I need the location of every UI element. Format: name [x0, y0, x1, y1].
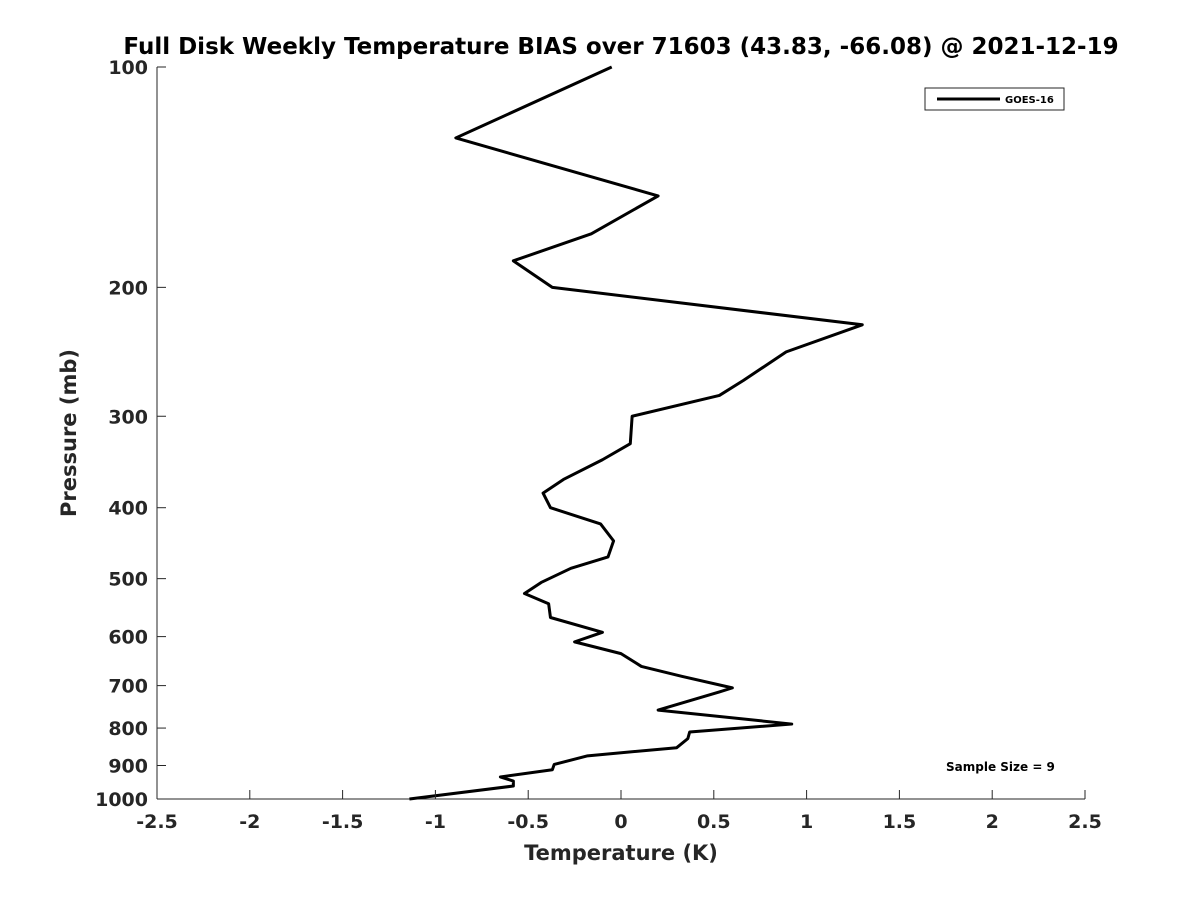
x-axis-label: Temperature (K): [524, 841, 718, 865]
x-tick-label: 1: [800, 811, 813, 833]
y-tick-label: 500: [108, 569, 148, 591]
x-tick-label: -2: [239, 811, 260, 833]
x-tick-label: -1: [425, 811, 446, 833]
x-tick-label: 0.5: [697, 811, 731, 833]
x-tick-label: -1.5: [322, 811, 364, 833]
y-tick-label: 900: [108, 756, 148, 778]
plot-area: [156, 65, 1085, 801]
y-tick-label: 600: [108, 627, 148, 649]
y-tick-label: 300: [108, 406, 148, 428]
x-tick-label: -2.5: [136, 811, 178, 833]
y-tick-label: 1000: [95, 789, 148, 811]
y-axis-ticks: 100 200 300 400 500 600 700 800 900 1000: [95, 57, 166, 811]
y-tick-label: 700: [108, 676, 148, 698]
x-tick-label: 0: [614, 811, 627, 833]
x-tick-label: -0.5: [507, 811, 549, 833]
legend-label-goes-16: GOES-16: [1005, 95, 1054, 106]
legend: GOES-16: [924, 87, 1065, 111]
y-tick-label: 100: [108, 57, 148, 79]
y-tick-label: 400: [108, 498, 148, 520]
y-tick-label: 200: [108, 277, 148, 299]
y-tick-label: 800: [108, 718, 148, 740]
x-tick-label: 2: [986, 811, 999, 833]
chart-title: Full Disk Weekly Temperature BIAS over 7…: [123, 34, 1118, 60]
sample-size-annotation: Sample Size = 9: [946, 760, 1055, 774]
x-tick-label: 2.5: [1068, 811, 1102, 833]
series-line-goes-16: [409, 65, 864, 801]
x-axis-ticks: -2.5 -2 -1.5 -1 -0.5 0 0.5 1 1.5 2 2.5: [136, 790, 1102, 833]
y-axis-label: Pressure (mb): [57, 349, 81, 517]
x-tick-label: 1.5: [883, 811, 917, 833]
